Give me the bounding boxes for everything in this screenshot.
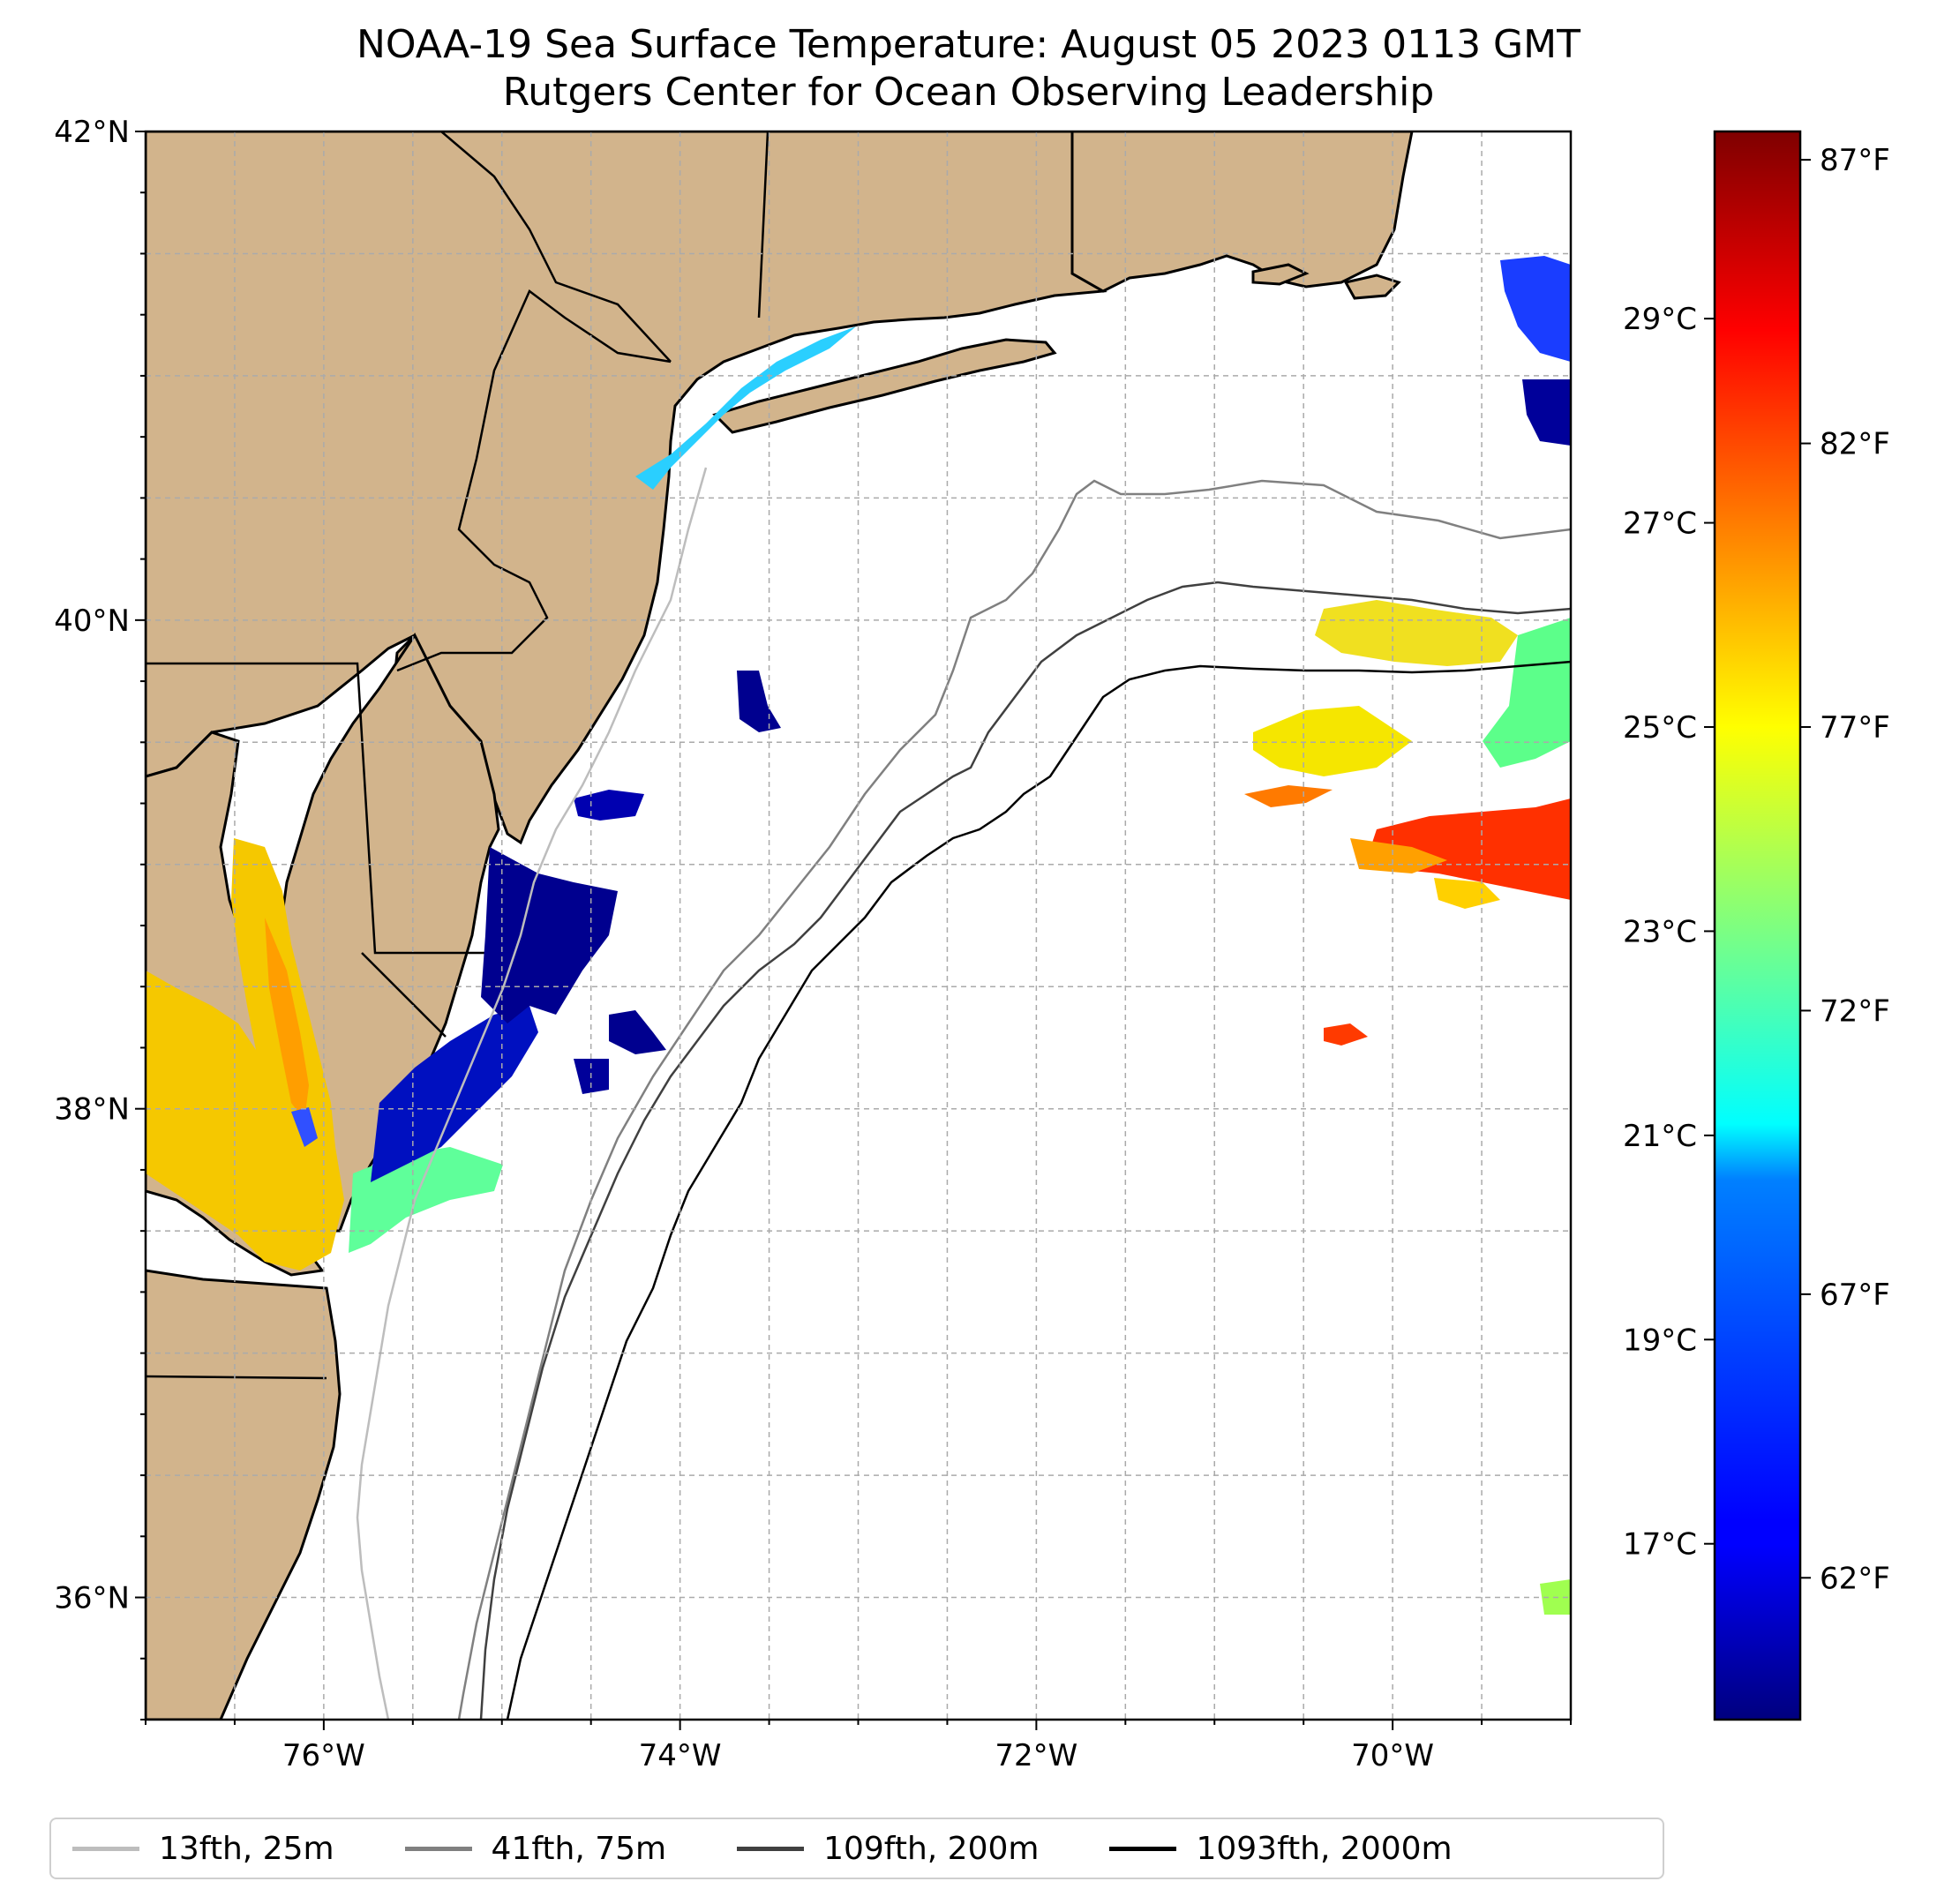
lat-tick-label: 38°N <box>54 1092 130 1128</box>
latitude-axis: 42°N 40°N 38°N 36°N <box>54 115 146 1720</box>
map-plot-area <box>146 131 1571 1720</box>
land-delmarva <box>279 633 500 1233</box>
colorbar-f-tick-label: 72°F <box>1820 993 1890 1029</box>
gridlines <box>146 131 1571 1720</box>
colorbar-c-tick-label: 19°C <box>1623 1323 1697 1358</box>
land-mainland-north <box>146 131 1107 845</box>
isobath-200m <box>479 581 1571 1720</box>
sst-patch-delaware-dark <box>481 847 618 1023</box>
colorbar: 87°F 82°F 77°F 72°F 67°F 62°F 29°C 27°C 25°C 23°… <box>1623 130 1890 1721</box>
legend-label-25m: 13fth, 25m <box>159 1830 334 1867</box>
sst-patch-gulfstream-orange <box>1244 785 1333 807</box>
land-virginia-nc <box>146 1269 342 1720</box>
legend-swatch-200m <box>737 1846 805 1851</box>
sst-patch-nyc-harbor <box>635 326 856 490</box>
colorbar-c-tick-label: 21°C <box>1623 1119 1697 1154</box>
colorbar-c-tick-label: 29°C <box>1623 302 1697 337</box>
legend-label-200m: 109fth, 200m <box>823 1830 1040 1867</box>
colorbar-fahrenheit-ticks: 87°F 82°F 77°F 72°F 67°F 62°F <box>1800 143 1890 1596</box>
lon-tick-label: 74°W <box>639 1738 722 1773</box>
colorbar-celsius-ticks: 29°C 27°C 25°C 23°C 21°C 19°C 17°C <box>1623 302 1715 1563</box>
sst-patch-shelf-break-green <box>1483 618 1571 768</box>
legend-label-2000m: 1093fth, 2000m <box>1196 1830 1453 1867</box>
isobath-contours <box>356 467 1571 1720</box>
legend-swatch-75m <box>404 1846 472 1851</box>
land-marthas-vineyard <box>1251 263 1310 286</box>
lon-tick-label: 72°W <box>995 1738 1077 1773</box>
sst-patch-cape-cod-blue <box>1500 256 1571 362</box>
state-borders <box>146 131 1074 1380</box>
isobath-legend: 13fth, 25m 41fth, 75m 109fth, 200m 1093f… <box>49 1818 1664 1879</box>
sst-patch-cape-cod-dark <box>1522 379 1571 446</box>
sst-patch-shelf-break-yellow <box>1315 600 1518 666</box>
legend-label-75m: 41fth, 75m <box>491 1830 667 1867</box>
lat-tick-label: 36°N <box>54 1581 130 1616</box>
sst-patch-md-offshore <box>609 1010 666 1054</box>
lat-tick-label: 42°N <box>54 115 130 150</box>
lon-tick-label: 70°W <box>1351 1738 1434 1773</box>
colorbar-f-tick-label: 87°F <box>1820 143 1890 178</box>
isobath-25m <box>356 467 708 1720</box>
legend-item-200m: 109fth, 200m <box>737 1831 1039 1867</box>
isobath-2000m <box>506 660 1571 1720</box>
colorbar-f-tick-label: 62°F <box>1820 1561 1890 1596</box>
chart-subtitle: Rutgers Center for Ocean Observing Leade… <box>502 70 1435 115</box>
colorbar-f-tick-label: 77°F <box>1820 710 1890 746</box>
colorbar-c-tick-label: 25°C <box>1623 710 1697 746</box>
sst-patch-small-red <box>1324 1023 1368 1046</box>
legend-item-25m: 13fth, 25m <box>72 1831 334 1867</box>
colorbar-f-tick-label: 82°F <box>1820 427 1890 462</box>
lat-tick-label: 40°N <box>54 603 130 639</box>
colorbar-c-tick-label: 27°C <box>1623 506 1697 542</box>
sst-patch-delmarva-blue <box>371 1006 538 1182</box>
sst-patch-chesapeake-channel <box>291 1107 318 1147</box>
colorbar-c-tick-label: 23°C <box>1623 914 1697 949</box>
sst-patch-gulfstream-yellow-2 <box>1434 878 1500 909</box>
colorbar-f-tick-label: 67°F <box>1820 1278 1890 1313</box>
land-layer <box>146 131 1414 1720</box>
sst-patch-chesapeake-center <box>265 918 309 1121</box>
sst-data-layer <box>146 256 1571 1615</box>
chart-title: NOAA-19 Sea Surface Temperature: August … <box>357 22 1580 67</box>
sst-patch-nj-offshore-2 <box>737 671 781 732</box>
longitude-axis: 76°W 74°W 72°W 70°W <box>145 1720 1572 1773</box>
legend-item-2000m: 1093fth, 2000m <box>1109 1830 1453 1867</box>
sst-patch-gulfstream-red <box>1368 798 1571 900</box>
sst-patch-chesapeake <box>146 838 344 1271</box>
isobath-75m <box>457 479 1571 1720</box>
lon-tick-label: 76°W <box>282 1738 365 1773</box>
land-long-island <box>712 338 1057 434</box>
sst-patch-gulfstream-orange-2 <box>1350 838 1447 873</box>
sst-patch-gulfstream-yellow <box>1253 706 1412 776</box>
legend-swatch-25m <box>72 1846 139 1851</box>
legend-swatch-2000m <box>1109 1846 1177 1851</box>
colorbar-c-tick-label: 17°C <box>1623 1527 1697 1563</box>
colorbar-gradient <box>1713 130 1802 1721</box>
legend-item-75m: 41fth, 75m <box>404 1830 667 1867</box>
